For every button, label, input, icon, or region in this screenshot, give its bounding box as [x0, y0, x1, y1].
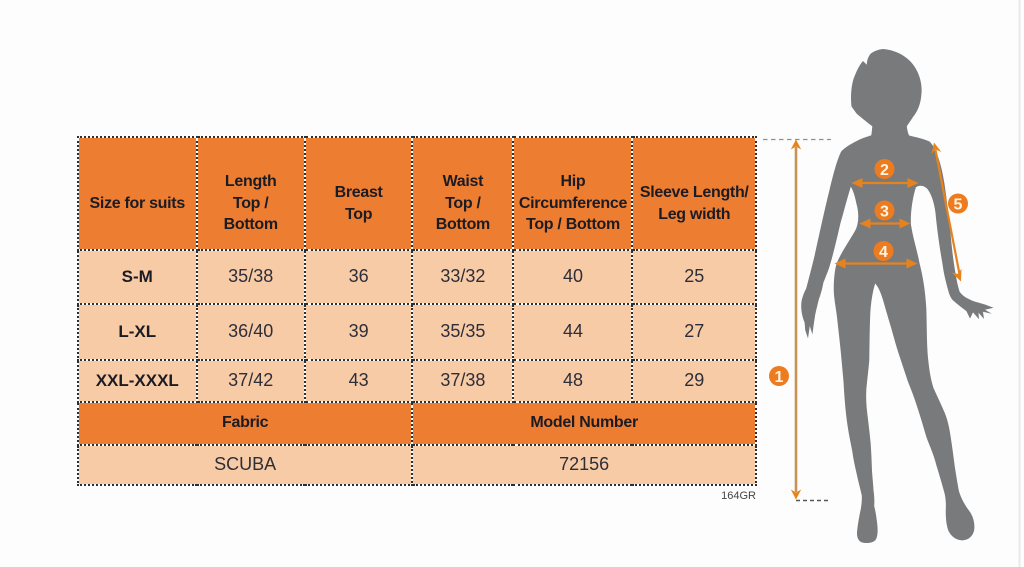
svg-text:1: 1 — [775, 369, 784, 386]
svg-text:4: 4 — [879, 244, 888, 261]
svg-text:3: 3 — [880, 203, 889, 220]
svg-text:5: 5 — [954, 196, 963, 213]
svg-text:2: 2 — [880, 162, 889, 179]
